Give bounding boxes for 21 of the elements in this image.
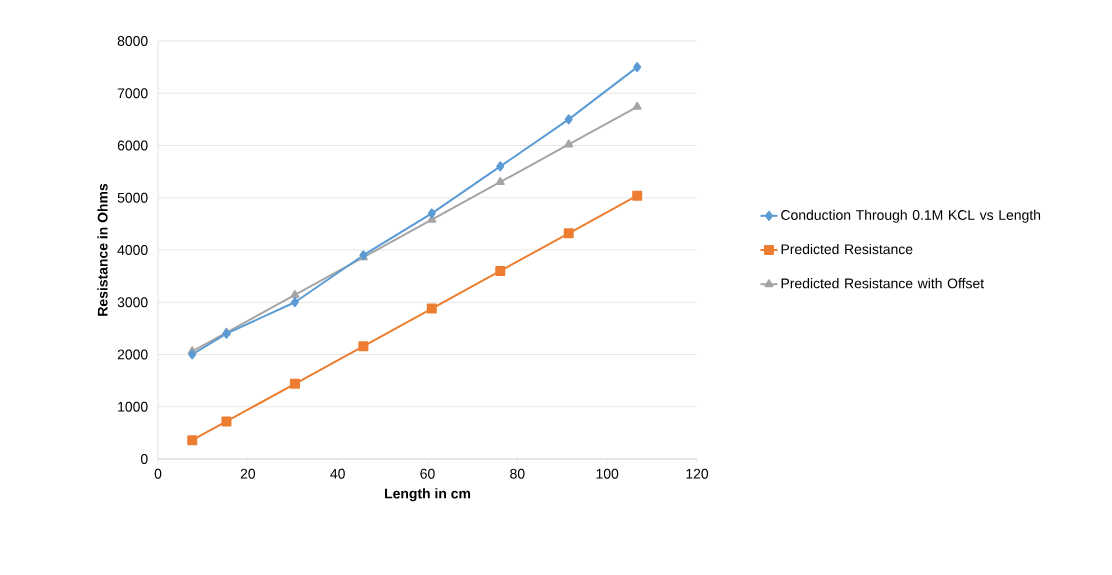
y-tick-label: 5000 <box>117 192 148 203</box>
x-tick-label: 0 <box>154 468 162 479</box>
y-tick-label: 6000 <box>117 140 148 151</box>
legend-label: Conduction Through 0.1M KCL vs Length <box>781 209 1041 223</box>
x-tick-label: 20 <box>240 468 256 479</box>
y-tick-label: 7000 <box>117 88 148 99</box>
legend-label: Predicted Resistance <box>781 243 913 255</box>
y-axis-title: Resistance in Ohms <box>97 183 108 316</box>
legend-label: Predicted Resistance with Offset <box>781 278 984 289</box>
x-tick-label: 80 <box>510 468 525 479</box>
x-tick-label: 120 <box>686 468 709 479</box>
x-tick-label: 100 <box>596 468 619 479</box>
x-axis-title: Length in cm <box>385 488 471 502</box>
y-tick-label: 0 <box>140 454 148 464</box>
x-tick-label: 60 <box>420 468 435 479</box>
y-tick-label: 2000 <box>117 349 148 360</box>
y-tick-label: 4000 <box>117 245 148 255</box>
y-tick-label: 1000 <box>118 401 148 412</box>
x-tick-label: 40 <box>330 468 345 479</box>
y-tick-label: 3000 <box>117 297 148 308</box>
y-tick-label: 8000 <box>117 36 148 46</box>
